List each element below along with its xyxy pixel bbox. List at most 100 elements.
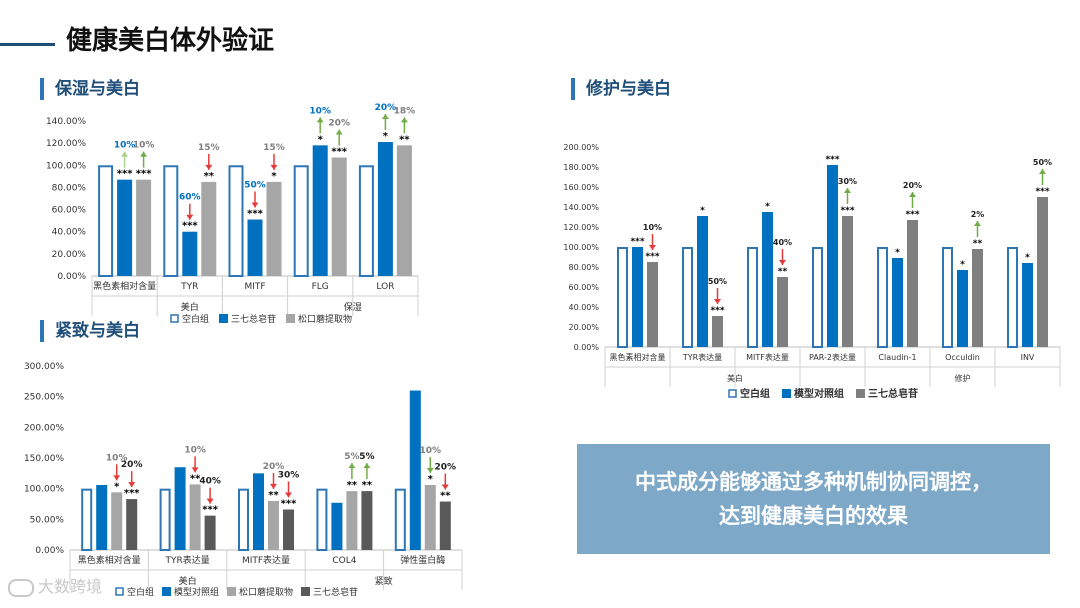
significance-label: * bbox=[114, 481, 120, 492]
y-tick-label: 200.00% bbox=[24, 423, 64, 433]
y-tick-label: 0.00% bbox=[35, 546, 64, 556]
x-category-label: TYR bbox=[180, 282, 198, 292]
significance-label: *** bbox=[710, 306, 724, 316]
bar bbox=[1037, 197, 1048, 347]
bar bbox=[712, 316, 723, 347]
y-tick-label: 250.00% bbox=[24, 393, 64, 403]
bar bbox=[1022, 263, 1033, 347]
legend-label: 松口蘑提取物 bbox=[239, 586, 293, 598]
bar bbox=[777, 277, 788, 347]
legend-swatch bbox=[162, 587, 171, 596]
bar bbox=[111, 492, 123, 550]
significance-label: * bbox=[960, 260, 965, 270]
significance-label: *** bbox=[202, 505, 218, 516]
x-category-label: MITF表达量 bbox=[242, 554, 290, 566]
bar bbox=[762, 212, 773, 347]
x-category-label: MITF bbox=[244, 282, 265, 292]
significance-label: *** bbox=[247, 209, 263, 220]
change-arrow-head-icon bbox=[191, 467, 199, 473]
change-percent-label: 5% bbox=[359, 452, 374, 462]
change-arrow-head-icon bbox=[909, 192, 916, 197]
x-category-label: Occuldin bbox=[945, 353, 980, 362]
bar bbox=[682, 247, 693, 348]
bar bbox=[238, 488, 249, 552]
x-category-label: Claudin-1 bbox=[878, 353, 916, 362]
y-tick-label: 120.00% bbox=[46, 139, 86, 149]
x-category-label: COL4 bbox=[332, 556, 356, 566]
change-arrow-head-icon bbox=[316, 117, 324, 123]
significance-label: * bbox=[700, 206, 705, 216]
significance-label: *** bbox=[825, 155, 839, 165]
bar bbox=[293, 165, 309, 277]
significance-label: ** bbox=[399, 134, 410, 145]
section-title-firming: 紧致与美白 bbox=[40, 320, 140, 342]
bar bbox=[697, 216, 708, 347]
significance-label: * bbox=[318, 134, 324, 145]
bar bbox=[81, 488, 93, 552]
legend-swatch bbox=[170, 314, 179, 323]
change-arrow-head-icon bbox=[285, 492, 292, 498]
change-percent-label: 20% bbox=[121, 460, 143, 470]
change-arrow-head-icon bbox=[381, 114, 389, 120]
bar bbox=[346, 491, 358, 550]
y-tick-label: 60.00% bbox=[52, 206, 87, 216]
significance-label: ** bbox=[778, 267, 788, 277]
bar bbox=[189, 484, 201, 550]
change-arrow-head-icon bbox=[121, 151, 129, 157]
legend-swatch bbox=[728, 389, 737, 398]
legend-swatch bbox=[227, 587, 236, 596]
y-tick-label: 150.00% bbox=[24, 454, 64, 464]
change-arrow-head-icon bbox=[844, 188, 851, 193]
change-arrow-head-icon bbox=[426, 467, 434, 473]
change-percent-label: 10% bbox=[643, 223, 662, 232]
y-tick-label: 180.00% bbox=[563, 163, 599, 172]
change-percent-label: 15% bbox=[198, 143, 220, 153]
legend-label: 空白组 bbox=[182, 313, 209, 325]
y-tick-label: 20.00% bbox=[568, 323, 599, 332]
bar bbox=[163, 165, 179, 277]
change-arrow-head-icon bbox=[335, 129, 343, 135]
bar bbox=[957, 270, 968, 347]
legend-label: 松口蘑提取物 bbox=[298, 313, 352, 325]
change-arrow-head-icon bbox=[974, 221, 981, 226]
bar bbox=[942, 247, 953, 348]
change-percent-label: 10% bbox=[114, 141, 136, 151]
x-group-label: 紧致 bbox=[375, 575, 393, 587]
bar bbox=[283, 509, 294, 550]
bar bbox=[394, 488, 406, 552]
bar bbox=[877, 247, 888, 348]
x-group-label: 美白 bbox=[727, 373, 743, 383]
change-arrow-head-icon bbox=[251, 202, 259, 208]
change-percent-label: 15% bbox=[263, 143, 285, 153]
significance-label: *** bbox=[281, 499, 297, 510]
change-percent-label: 20% bbox=[903, 181, 922, 190]
y-tick-label: 0.00% bbox=[57, 272, 86, 282]
bar bbox=[228, 165, 244, 277]
legend-swatch bbox=[782, 389, 791, 398]
significance-label: ** bbox=[973, 239, 983, 249]
significance-label: *** bbox=[905, 210, 919, 220]
significance-label: * bbox=[1025, 253, 1030, 263]
bar bbox=[827, 165, 838, 347]
bar bbox=[117, 179, 133, 276]
y-tick-label: 40.00% bbox=[568, 303, 599, 312]
y-tick-label: 40.00% bbox=[52, 228, 87, 238]
bar bbox=[266, 181, 282, 276]
significance-label: * bbox=[383, 131, 389, 142]
significance-label: *** bbox=[331, 147, 347, 158]
significance-label: ** bbox=[204, 171, 215, 182]
x-category-label: PAR-2表达量 bbox=[809, 352, 856, 362]
x-category-label: TYR表达量 bbox=[164, 554, 209, 566]
change-arrow-head-icon bbox=[363, 463, 371, 469]
y-tick-label: 100.00% bbox=[24, 485, 64, 495]
watermark-logo-icon bbox=[8, 578, 34, 597]
title-accent-line bbox=[0, 43, 55, 46]
bar bbox=[424, 484, 436, 550]
y-tick-label: 100.00% bbox=[563, 243, 599, 252]
change-arrow-head-icon bbox=[205, 164, 213, 170]
change-arrow-head-icon bbox=[348, 463, 356, 469]
bar bbox=[632, 247, 643, 347]
bar bbox=[331, 157, 347, 276]
x-category-label: LOR bbox=[376, 282, 394, 292]
change-arrow-head-icon bbox=[140, 151, 148, 157]
